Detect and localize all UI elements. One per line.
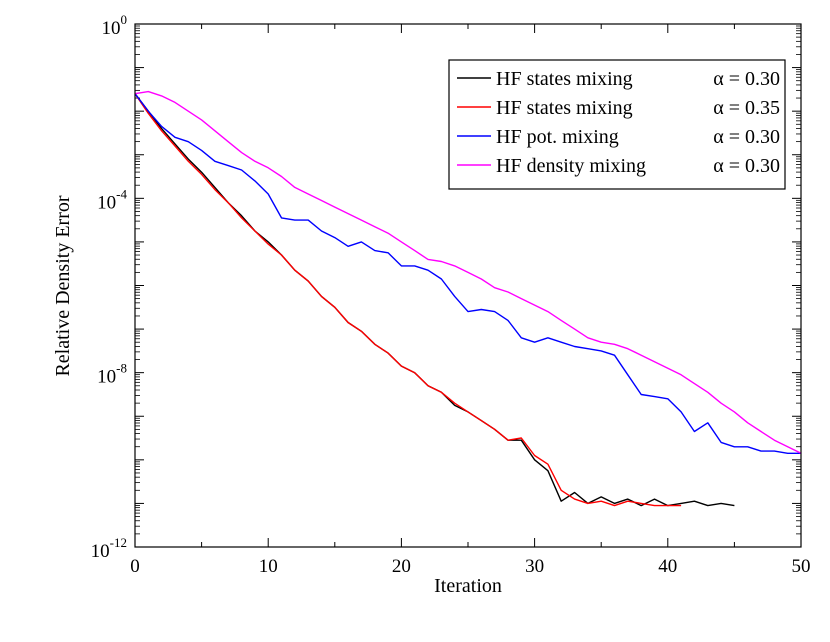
legend-alpha-4: α = 0.30 [713, 155, 780, 177]
series-layer [134, 90, 802, 507]
x-tick-label: 20 [392, 556, 411, 577]
y-tick-label: 10-4 [97, 186, 127, 213]
y-tick-label: 10-12 [91, 535, 127, 562]
y-tick-label: 10-8 [97, 361, 127, 388]
legend-name-4: HF density mixing [496, 155, 646, 177]
series-line-2 [134, 93, 682, 507]
plot-frame [134, 23, 802, 548]
series-line-4 [134, 90, 802, 454]
x-axis-label: Iteration [434, 575, 502, 597]
legend-name-2: HF states mixing [496, 97, 633, 119]
legend-alpha-2: α = 0.35 [713, 97, 780, 119]
y-tick-label: 100 [102, 12, 128, 39]
x-tick-label: 50 [792, 556, 811, 577]
legend-name-1: HF states mixing [496, 68, 633, 90]
legend-box [448, 59, 786, 190]
legend: HF states mixing α = 0.30 HF states mixing… [448, 59, 786, 190]
x-tick-label: 0 [130, 556, 140, 577]
y-axis-label: Relative Density Error [52, 195, 74, 376]
labels-layer: 0 10 20 30 40 50 100 10-4 10-8 10-12 [91, 12, 811, 577]
x-tick-label: 10 [259, 556, 278, 577]
legend-name-3: HF pot. mixing [496, 126, 619, 148]
legend-alpha-1: α = 0.30 [713, 68, 780, 90]
series-line-3 [134, 93, 801, 454]
x-tick-label: 30 [525, 556, 544, 577]
legend-alpha-3: α = 0.30 [713, 126, 780, 148]
x-tick-label: 40 [658, 556, 677, 577]
